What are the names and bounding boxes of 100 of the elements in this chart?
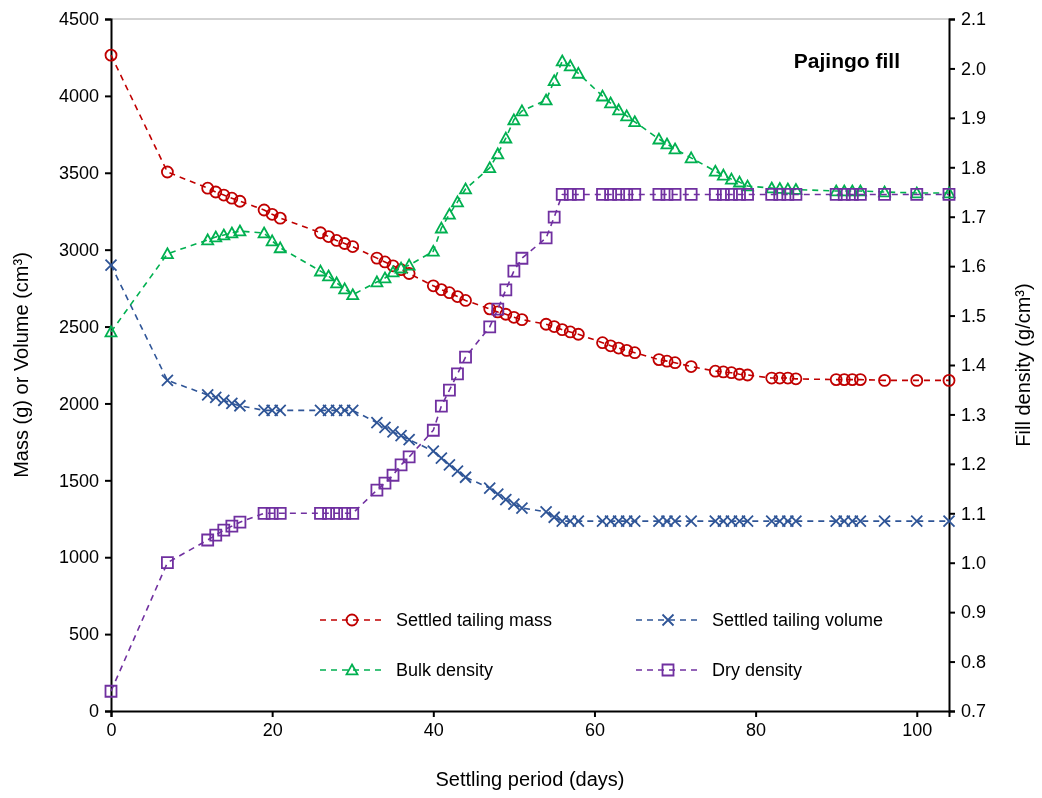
- point: [515, 501, 529, 515]
- y2-tick-label: 2.0: [961, 58, 987, 79]
- point: [443, 383, 456, 397]
- point: [539, 231, 553, 245]
- point: [499, 131, 513, 144]
- point: [273, 211, 287, 225]
- point: [402, 267, 416, 280]
- point: [346, 506, 360, 520]
- y2-tick-label: 1.5: [961, 305, 987, 326]
- point: [459, 294, 472, 307]
- point: [491, 487, 505, 501]
- point: [628, 346, 642, 360]
- y-axis-title: Mass (g) or Volume (cm³): [10, 252, 32, 478]
- point: [209, 185, 223, 199]
- point: [443, 207, 456, 220]
- point: [853, 373, 867, 386]
- point: [209, 230, 223, 243]
- point: [161, 165, 174, 179]
- point: [386, 265, 400, 278]
- point: [499, 307, 513, 321]
- point: [370, 251, 384, 265]
- point: [426, 444, 440, 458]
- point: [402, 433, 416, 446]
- point: [225, 519, 239, 533]
- point: [217, 228, 231, 241]
- point: [201, 181, 215, 195]
- point: [837, 188, 851, 201]
- point: [499, 493, 513, 506]
- point: [201, 533, 215, 547]
- point: [322, 230, 335, 243]
- x-tick-label: 40: [423, 719, 444, 740]
- point: [716, 168, 730, 181]
- point: [660, 354, 674, 368]
- point: [161, 373, 174, 387]
- point: [451, 367, 464, 381]
- point: [612, 103, 626, 116]
- point: [483, 481, 497, 495]
- point: [845, 373, 859, 386]
- point: [765, 188, 779, 201]
- point: [426, 279, 440, 293]
- point: [668, 356, 682, 370]
- point: [346, 240, 360, 253]
- point: [668, 142, 682, 155]
- point: [910, 373, 924, 387]
- point: [483, 302, 497, 316]
- point: [104, 48, 118, 62]
- legend-label: Settled tailing mass: [396, 610, 553, 630]
- point: [515, 104, 529, 117]
- y-tick-label: 500: [68, 624, 99, 645]
- point: [725, 366, 738, 380]
- point: [829, 373, 843, 386]
- point: [515, 251, 529, 265]
- point: [773, 371, 787, 385]
- y2-tick-label: 1.8: [961, 157, 987, 178]
- point: [273, 241, 287, 254]
- point: [443, 286, 456, 300]
- point: [910, 514, 924, 528]
- point: [201, 233, 215, 246]
- point: [547, 320, 561, 333]
- y2-tick-label: 1.9: [961, 108, 987, 129]
- point: [684, 360, 698, 373]
- point: [459, 182, 472, 195]
- y2-tick-label: 1.3: [961, 404, 987, 425]
- legend-label: Dry density: [712, 660, 803, 680]
- point: [604, 96, 617, 109]
- point: [394, 458, 408, 472]
- point: [507, 264, 521, 278]
- x-axis-title: Settling period (days): [435, 768, 625, 790]
- point: [161, 247, 174, 260]
- point: [273, 506, 287, 520]
- y2-tick-label: 2.1: [961, 9, 987, 30]
- point: [547, 210, 561, 224]
- point: [225, 226, 239, 239]
- point: [386, 425, 400, 439]
- point: [555, 323, 569, 337]
- point: [515, 313, 529, 327]
- point: [394, 429, 408, 443]
- point: [596, 336, 609, 350]
- point: [434, 283, 448, 297]
- point: [257, 506, 271, 520]
- point: [314, 506, 327, 520]
- y-tick-label: 1500: [58, 470, 99, 491]
- point: [370, 416, 384, 430]
- point: [733, 367, 746, 381]
- point: [789, 372, 803, 386]
- point: [652, 353, 666, 367]
- y-tick-label: 4000: [58, 86, 99, 107]
- point: [563, 188, 577, 201]
- point: [684, 151, 698, 164]
- point: [878, 514, 891, 528]
- y-tick-label: 2000: [58, 393, 99, 414]
- point: [596, 188, 609, 201]
- point: [708, 188, 722, 201]
- text: Pajingo fill: [793, 49, 900, 72]
- point: [434, 399, 448, 413]
- point: [547, 510, 561, 524]
- y2-tick-label: 0.8: [961, 651, 987, 672]
- point: [402, 258, 416, 271]
- point: [225, 191, 239, 205]
- y2-tick-label: 1.6: [961, 256, 987, 277]
